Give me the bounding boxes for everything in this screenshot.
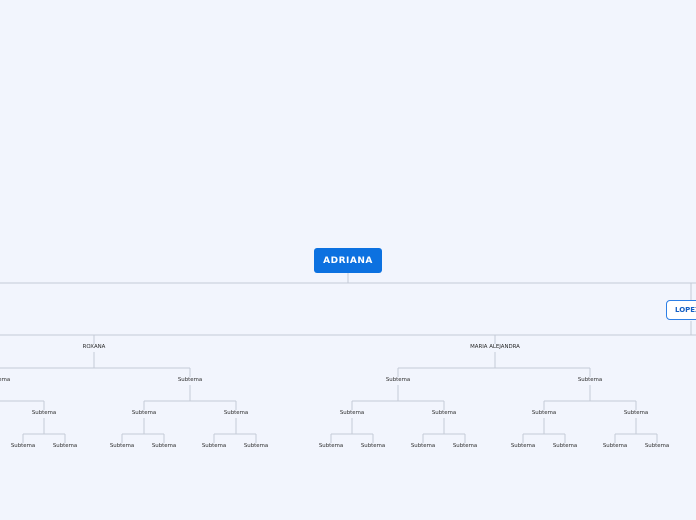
- subtema-node[interactable]: Subtema: [201, 443, 227, 449]
- subtopic-maria-alejandra[interactable]: MARIA ALEJANDRA: [470, 344, 520, 350]
- subtema-node[interactable]: Subtema: [243, 443, 269, 449]
- subtema-node[interactable]: Subtema: [151, 443, 177, 449]
- subtema-node[interactable]: Subtema: [339, 410, 365, 416]
- subtema-node[interactable]: Subtema: [318, 443, 344, 449]
- subtema-node[interactable]: Subtema: [131, 410, 157, 416]
- subtema-node[interactable]: Subtema: [431, 410, 457, 416]
- subtema-node[interactable]: Subtema: [52, 443, 78, 449]
- subtema-node[interactable]: Subtema: [223, 410, 249, 416]
- subtema-node[interactable]: Subtema: [10, 443, 36, 449]
- subtema-node[interactable]: Subtema: [31, 410, 57, 416]
- subtema-node[interactable]: Subtema: [0, 377, 11, 383]
- subtema-node[interactable]: Subtema: [531, 410, 557, 416]
- subtema-node[interactable]: Subtema: [552, 443, 578, 449]
- subtema-node[interactable]: Subtema: [109, 443, 135, 449]
- subtema-node[interactable]: Subtema: [385, 377, 411, 383]
- subtema-node[interactable]: Subtema: [452, 443, 478, 449]
- subtema-node[interactable]: Subtema: [577, 377, 603, 383]
- subtema-node[interactable]: Subtema: [360, 443, 386, 449]
- subtema-node[interactable]: Subtema: [177, 377, 203, 383]
- main-topic-lopez[interactable]: LOPEZ: [666, 300, 696, 320]
- subtema-node[interactable]: Subtema: [644, 443, 670, 449]
- subtema-node[interactable]: Subtema: [410, 443, 436, 449]
- subtema-node[interactable]: Subtema: [602, 443, 628, 449]
- subtema-node[interactable]: Subtema: [510, 443, 536, 449]
- subtopic-roxana[interactable]: ROXANA: [82, 344, 106, 350]
- subtema-node[interactable]: Subtema: [623, 410, 649, 416]
- central-topic[interactable]: ADRIANA: [314, 248, 382, 273]
